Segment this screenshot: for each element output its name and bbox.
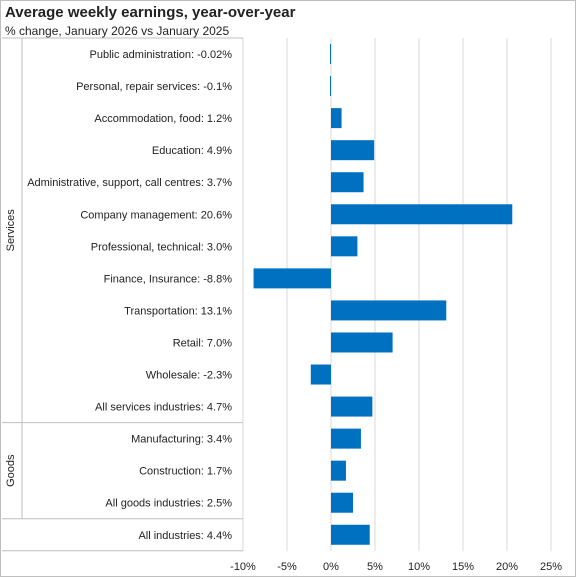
x-tick-label: 5% bbox=[367, 561, 383, 573]
x-tick-label: 10% bbox=[408, 561, 430, 573]
x-tick-label: 15% bbox=[452, 561, 474, 573]
bar bbox=[331, 492, 353, 513]
category-label: Wholesale: -2.3% bbox=[146, 370, 232, 382]
bar bbox=[331, 460, 346, 481]
category-label: All industries: 4.4% bbox=[138, 530, 232, 542]
bar bbox=[331, 332, 393, 353]
x-tick-label: 0% bbox=[323, 561, 339, 573]
chart-title: Average weekly earnings, year-over-year bbox=[5, 4, 296, 21]
category-label: Public administration: -0.02% bbox=[90, 49, 233, 61]
group-label: Goods bbox=[5, 454, 17, 487]
bar bbox=[331, 300, 447, 321]
bar bbox=[331, 172, 364, 193]
category-label: All goods industries: 2.5% bbox=[105, 498, 232, 510]
bar bbox=[330, 44, 331, 65]
category-label: Retail: 7.0% bbox=[173, 337, 233, 349]
category-label: Company management: 20.6% bbox=[80, 209, 232, 221]
bar bbox=[330, 76, 331, 97]
category-label: Finance, Insurance: -8.8% bbox=[104, 273, 233, 285]
x-tick-label: 20% bbox=[496, 561, 518, 573]
bar bbox=[331, 140, 375, 161]
bar bbox=[310, 364, 331, 385]
bar bbox=[331, 108, 342, 129]
bar bbox=[331, 524, 370, 545]
bar bbox=[253, 268, 331, 289]
category-label: Personal, repair services: -0.1% bbox=[76, 81, 232, 93]
category-label: Accommodation, food: 1.2% bbox=[94, 113, 232, 125]
category-label: Manufacturing: 3.4% bbox=[131, 434, 232, 446]
bar bbox=[331, 428, 361, 449]
category-label: Education: 4.9% bbox=[152, 145, 232, 157]
bar bbox=[331, 204, 513, 225]
category-label: Administrative, support, call centres: 3… bbox=[27, 177, 232, 189]
bar bbox=[331, 396, 373, 417]
bar bbox=[331, 236, 358, 257]
category-label: Construction: 1.7% bbox=[139, 466, 232, 478]
x-tick-label: 25% bbox=[540, 561, 562, 573]
chart-subtitle: % change, January 2026 vs January 2025 bbox=[5, 24, 230, 38]
category-label: All services industries: 4.7% bbox=[95, 402, 232, 414]
category-label: Professional, technical: 3.0% bbox=[91, 241, 232, 253]
group-label: Services bbox=[5, 209, 17, 252]
x-tick-label: -10% bbox=[230, 561, 256, 573]
category-label: Transportation: 13.1% bbox=[124, 305, 232, 317]
x-tick-label: -5% bbox=[277, 561, 297, 573]
